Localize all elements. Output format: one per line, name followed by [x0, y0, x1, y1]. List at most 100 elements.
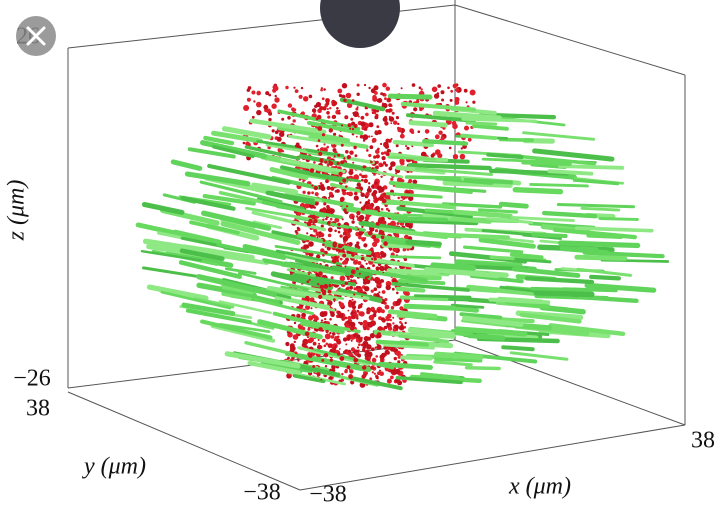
- close-button[interactable]: [16, 16, 56, 56]
- red-cell: [375, 205, 380, 211]
- red-cell: [306, 280, 310, 284]
- close-icon[interactable]: [26, 26, 46, 46]
- red-cell: [294, 89, 299, 93]
- green-fiber: [184, 171, 251, 187]
- red-cell: [371, 137, 377, 143]
- green-fiber: [433, 360, 473, 367]
- red-cell: [330, 208, 335, 214]
- red-cell: [396, 291, 399, 295]
- red-cell: [293, 86, 296, 89]
- green-fiber: [403, 303, 457, 311]
- green-fiber: [170, 159, 203, 171]
- red-cell: [321, 359, 325, 362]
- red-cell: [375, 355, 379, 358]
- green-fiber: [341, 205, 408, 221]
- red-cell: [400, 87, 403, 90]
- red-cell: [348, 170, 354, 176]
- red-cell: [356, 317, 359, 320]
- red-cell: [351, 314, 356, 320]
- red-cell: [382, 220, 386, 224]
- red-cell: [328, 191, 333, 196]
- green-fiber: [472, 124, 509, 131]
- red-cell: [322, 106, 327, 111]
- red-cell: [365, 278, 369, 282]
- red-cell: [310, 307, 313, 310]
- red-cell: [318, 365, 320, 368]
- green-fiber: [465, 121, 498, 126]
- red-cell: [328, 161, 334, 166]
- red-cell: [447, 86, 450, 90]
- red-cell: [333, 255, 338, 261]
- green-fiber: [390, 216, 449, 222]
- red-cell: [360, 115, 365, 120]
- red-cell: [359, 201, 362, 204]
- red-cell: [345, 150, 349, 154]
- green-fiber: [514, 257, 552, 264]
- red-cell: [304, 345, 307, 348]
- red-cell: [251, 115, 255, 119]
- red-cell: [313, 161, 316, 164]
- red-cell: [349, 370, 352, 373]
- green-fiber: [434, 351, 484, 361]
- red-cell: [369, 377, 373, 381]
- red-cell: [381, 198, 387, 204]
- red-cell: [337, 222, 341, 226]
- green-fiber: [441, 202, 503, 209]
- green-fiber: [524, 276, 595, 285]
- red-cell: [395, 116, 399, 120]
- red-cell: [351, 305, 357, 310]
- green-fiber: [389, 255, 442, 260]
- red-cell: [469, 89, 476, 96]
- red-cell: [348, 303, 352, 307]
- red-cell: [333, 300, 336, 303]
- red-cell: [318, 345, 323, 349]
- red-cell: [379, 354, 385, 360]
- red-cell: [375, 149, 380, 154]
- red-cell: [376, 292, 379, 295]
- green-fiber: [450, 217, 492, 224]
- red-cell: [424, 129, 430, 134]
- red-cell: [366, 336, 371, 341]
- green-fiber: [339, 97, 386, 112]
- green-fiber: [454, 326, 528, 337]
- red-cell: [376, 376, 379, 380]
- red-cell: [389, 165, 393, 169]
- red-cell: [343, 259, 349, 265]
- red-cell: [373, 155, 377, 159]
- red-cell: [377, 147, 380, 151]
- red-cell: [272, 85, 277, 90]
- red-cell: [274, 130, 279, 135]
- green-fiber: [395, 286, 426, 293]
- red-cell: [346, 365, 351, 370]
- red-cell: [383, 143, 388, 148]
- red-cell: [347, 309, 350, 312]
- red-cell: [409, 128, 414, 133]
- red-cell: [387, 326, 393, 331]
- red-cell: [350, 269, 356, 275]
- red-cell: [397, 360, 401, 364]
- red-cell: [251, 90, 256, 95]
- green-fiber: [313, 348, 395, 370]
- red-cell: [433, 93, 440, 99]
- red-cell: [374, 130, 378, 134]
- green-fiber: [304, 148, 345, 158]
- red-cell: [246, 88, 250, 92]
- red-cell: [390, 122, 393, 125]
- red-cell: [363, 243, 368, 248]
- green-fiber: [408, 162, 492, 171]
- red-cell: [342, 253, 347, 258]
- red-cell: [344, 281, 349, 285]
- red-cell: [320, 378, 323, 381]
- green-fiber: [244, 145, 301, 161]
- green-fiber: [509, 252, 544, 260]
- green-fiber: [383, 343, 435, 350]
- red-cell: [467, 137, 472, 142]
- red-cell: [390, 375, 394, 380]
- red-cell: [302, 190, 306, 194]
- red-cell: [339, 198, 344, 202]
- red-cell: [332, 241, 338, 246]
- red-cell: [330, 186, 335, 191]
- red-cell: [364, 338, 368, 342]
- red-cell: [311, 191, 314, 195]
